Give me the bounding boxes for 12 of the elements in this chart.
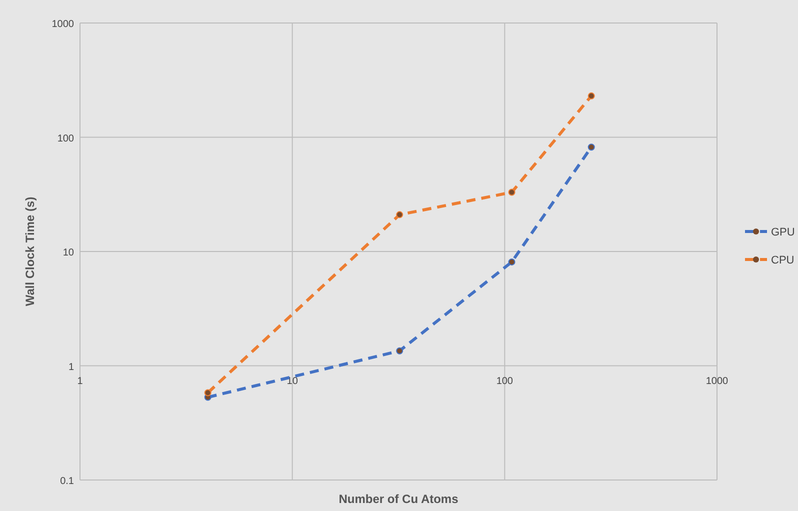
x-tick-label: 1 xyxy=(77,376,84,387)
y-axis-title: Wall Clock Time (s) xyxy=(23,196,37,306)
y-tick-label: 100 xyxy=(57,133,74,144)
x-tick-label: 1000 xyxy=(706,376,729,387)
y-tick-label: 0.1 xyxy=(60,476,74,487)
x-tick-label: 100 xyxy=(496,376,514,387)
y-tick-label: 1000 xyxy=(52,19,74,30)
legend-label: GPU xyxy=(771,226,795,238)
y-tick-label: 10 xyxy=(62,248,74,258)
y-tick-label: 1 xyxy=(68,362,74,373)
legend-label: CPU xyxy=(771,254,794,266)
x-axis-title: Number of Cu Atoms xyxy=(338,492,459,506)
